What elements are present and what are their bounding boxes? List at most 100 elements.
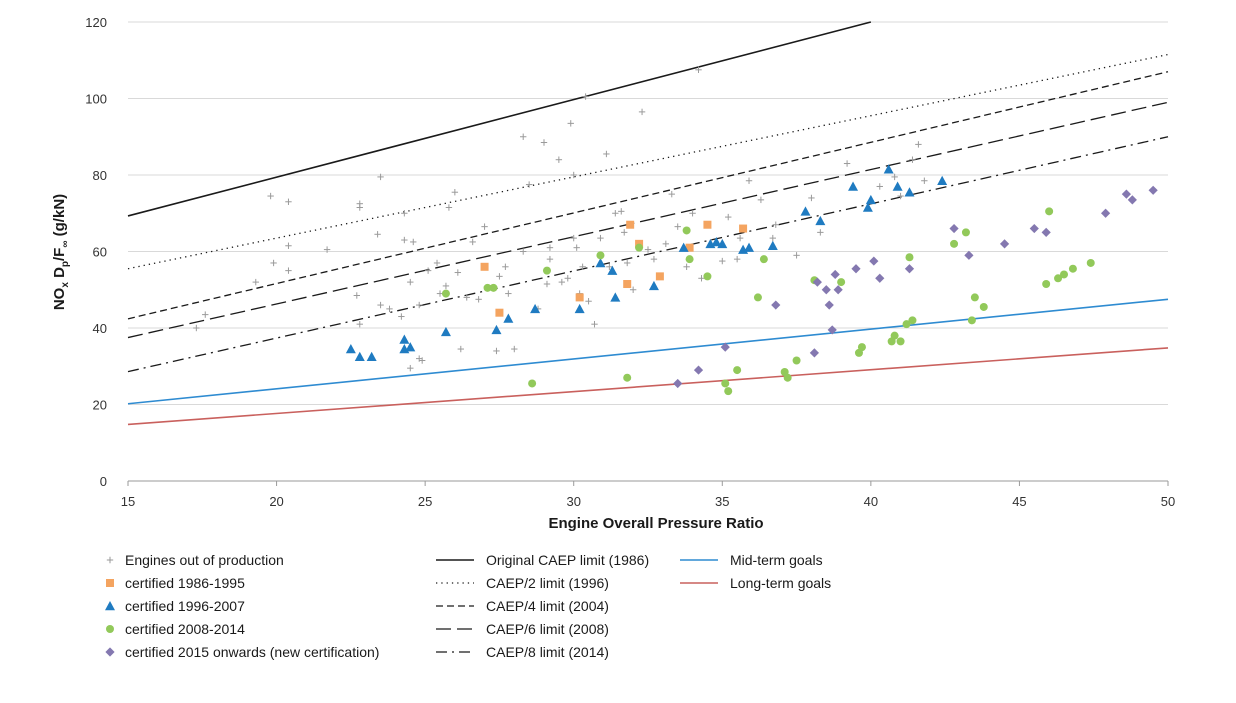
data-point-out-of-production — [285, 242, 292, 249]
data-point-out-of-production — [629, 286, 637, 293]
data-point-out-of-production — [407, 278, 414, 286]
data-point-out-of-production — [793, 252, 800, 259]
data-point-out-of-production — [511, 345, 518, 353]
data-point-out-of-production — [570, 234, 577, 242]
data-point-out-of-production — [356, 320, 363, 328]
data-point-out-of-production — [689, 210, 696, 217]
data-point-2015-onwards — [964, 250, 974, 260]
y-tick-label: 40 — [93, 321, 107, 336]
data-point-2008-2014 — [528, 379, 537, 388]
data-point-out-of-production — [585, 298, 592, 305]
data-point-out-of-production — [418, 357, 426, 364]
data-point-out-of-production — [719, 257, 726, 265]
data-point-1996-2007 — [800, 206, 811, 216]
data-point-2008-2014 — [961, 228, 970, 237]
y-tick-labels: 0 20 40 60 80 100 120 — [85, 15, 107, 489]
data-point-2015-onwards — [949, 223, 959, 234]
data-point-out-of-production — [591, 320, 598, 328]
data-point-1996-2007 — [937, 175, 948, 185]
data-point-out-of-production — [520, 248, 527, 255]
data-point-out-of-production — [401, 236, 408, 244]
data-point-out-of-production — [891, 173, 898, 181]
data-point-out-of-production — [454, 269, 462, 276]
data-point-out-of-production — [769, 234, 776, 242]
data-point-1986-1995 — [575, 293, 584, 302]
data-point-1996-2007 — [405, 342, 416, 352]
data-point-2008-2014 — [967, 316, 976, 325]
data-point-out-of-production — [582, 93, 589, 100]
data-point-out-of-production — [683, 263, 690, 270]
x-tick-label: 20 — [269, 494, 283, 509]
legend: Engines out of production certified 1986-… — [105, 552, 831, 660]
data-point-2015-onwards — [821, 285, 831, 295]
data-point-2015-onwards — [833, 285, 843, 295]
data-point-out-of-production — [909, 156, 916, 163]
data-point-1996-2007 — [503, 313, 514, 323]
data-point-2008-2014 — [890, 331, 899, 340]
data-point-out-of-production — [502, 263, 509, 270]
series-line — [127, 53, 1169, 270]
data-point-1986-1995 — [703, 220, 712, 229]
data-point-2015-onwards — [827, 325, 837, 335]
x-axis-title: Engine Overall Pressure Ratio — [548, 515, 763, 532]
data-point-out-of-production — [374, 231, 381, 238]
data-point-1986-1995 — [655, 272, 664, 281]
data-point-out-of-production — [621, 229, 628, 236]
x-tick-label: 40 — [864, 494, 878, 509]
legend-entry-label: Mid-term goals — [730, 552, 823, 568]
data-point-out-of-production — [921, 177, 928, 184]
data-point-2008-2014 — [970, 293, 979, 302]
data-point-2008-2014 — [721, 379, 730, 388]
data-point-2015-onwards — [830, 269, 840, 280]
y-axis-title: NOx Dp/F∞ (g/kN) — [51, 194, 71, 310]
data-point-2008-2014 — [1054, 274, 1063, 283]
data-point-2008-2014 — [753, 293, 762, 302]
data-point-out-of-production — [662, 240, 670, 248]
legend-entry-label: CAEP/6 limit (2008) — [486, 621, 609, 637]
data-point-out-of-production — [567, 120, 574, 127]
data-point-2008-2014 — [857, 343, 866, 352]
data-point-1996-2007 — [883, 164, 894, 174]
data-point-1986-1995 — [480, 262, 489, 271]
data-point-2015-onwards — [693, 365, 704, 375]
data-point-2008-2014 — [759, 255, 768, 264]
data-point-2015-onwards — [1127, 195, 1137, 205]
data-point-2008-2014 — [1068, 264, 1077, 273]
data-point-out-of-production — [695, 66, 702, 74]
data-point-out-of-production — [597, 234, 604, 242]
grid-lines — [127, 21, 1169, 486]
y-tick-label: 0 — [100, 474, 107, 489]
data-point-1996-2007 — [815, 215, 826, 226]
legend-entry-label: certified 1986-1995 — [125, 575, 245, 591]
data-point-2015-onwards — [1041, 227, 1051, 237]
data-point-out-of-production — [564, 275, 571, 282]
data-point-2015-onwards — [105, 647, 115, 657]
data-point-out-of-production — [481, 223, 488, 230]
data-point-1986-1995 — [739, 224, 748, 233]
data-point-2015-onwards — [673, 378, 683, 389]
series-line — [127, 298, 1169, 405]
data-point-out-of-production — [843, 160, 851, 167]
data-point-2015-onwards — [875, 273, 885, 283]
data-point-1986-1995 — [685, 243, 694, 252]
data-point-2008-2014 — [896, 337, 905, 346]
data-point-out-of-production — [674, 223, 681, 230]
data-point-out-of-production — [401, 210, 408, 217]
legend-entry-label: Long-term goals — [730, 575, 831, 591]
y-tick-label: 60 — [93, 245, 107, 260]
x-tick-label: 50 — [1161, 494, 1175, 509]
data-point-out-of-production — [733, 255, 741, 263]
data-point-out-of-production — [525, 181, 533, 188]
limit-and-goal-lines — [127, 21, 1169, 426]
data-point-out-of-production — [442, 282, 450, 290]
data-point-1996-2007 — [399, 334, 410, 344]
data-point-2008-2014 — [905, 253, 914, 262]
engine-data-points — [193, 66, 1158, 396]
data-point-out-of-production — [410, 238, 417, 246]
data-point-2015-onwards — [809, 348, 819, 358]
data-point-2015-onwards — [904, 264, 915, 274]
x-tick-label: 35 — [715, 494, 729, 509]
legend-entry-label: CAEP/8 limit (2014) — [486, 644, 609, 660]
data-point-out-of-production — [772, 221, 779, 228]
data-point-out-of-production — [612, 210, 619, 217]
